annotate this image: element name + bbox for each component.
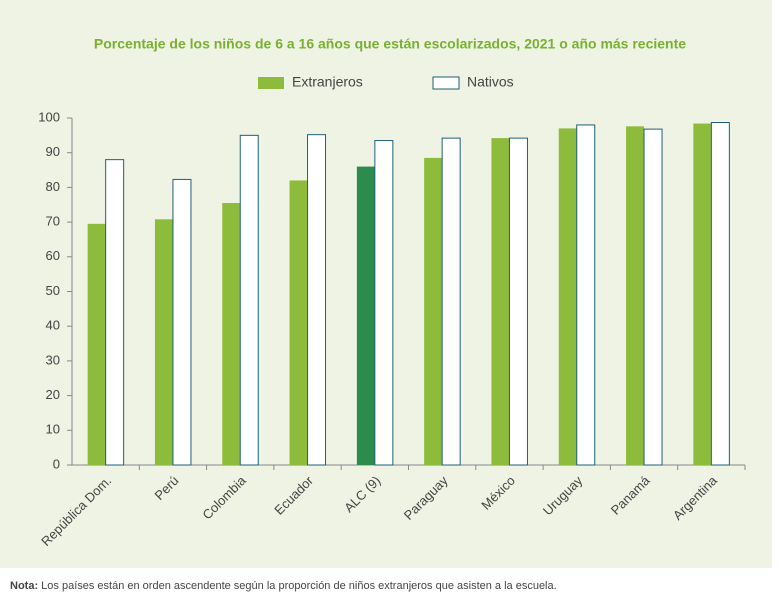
bar <box>105 159 125 466</box>
note: Nota: Los países están en orden ascenden… <box>10 580 557 592</box>
bar <box>374 140 394 466</box>
bar <box>558 128 577 465</box>
legend-label: Extranjeros <box>292 74 363 90</box>
y-tick-label: 40 <box>46 318 60 333</box>
legend-swatch <box>432 76 460 90</box>
bar <box>289 180 308 465</box>
y-tick-label: 100 <box>38 109 60 124</box>
y-tick-label: 60 <box>46 248 60 263</box>
bar <box>710 122 730 466</box>
note-label: Nota: <box>10 580 39 592</box>
y-tick-label: 50 <box>46 283 60 298</box>
chart-title: Porcentaje de los niños de 6 a 16 años q… <box>94 36 686 52</box>
bar <box>87 223 106 465</box>
y-tick-label: 0 <box>53 456 60 471</box>
bar <box>508 137 528 466</box>
y-tick-label: 20 <box>46 387 60 402</box>
bar <box>172 178 192 466</box>
legend-swatch <box>258 77 284 89</box>
bar <box>424 157 443 465</box>
y-tick-label: 80 <box>46 179 60 194</box>
bar <box>441 137 461 466</box>
bar <box>626 126 645 465</box>
bar <box>491 138 510 465</box>
bar <box>222 203 241 465</box>
bar <box>154 219 173 465</box>
bar <box>693 123 712 465</box>
bar <box>307 134 327 466</box>
bar <box>239 134 259 466</box>
y-tick-label: 90 <box>46 144 60 159</box>
bar <box>643 128 663 466</box>
note-text: Los países están en orden ascendente seg… <box>38 580 557 592</box>
bar <box>576 124 596 466</box>
y-tick-label: 30 <box>46 352 60 367</box>
bar <box>356 166 375 465</box>
y-tick-label: 70 <box>46 214 60 229</box>
chart: Porcentaje de los niños de 6 a 16 años q… <box>0 0 772 568</box>
legend-label: Nativos <box>467 74 514 90</box>
y-tick-label: 10 <box>46 422 60 437</box>
